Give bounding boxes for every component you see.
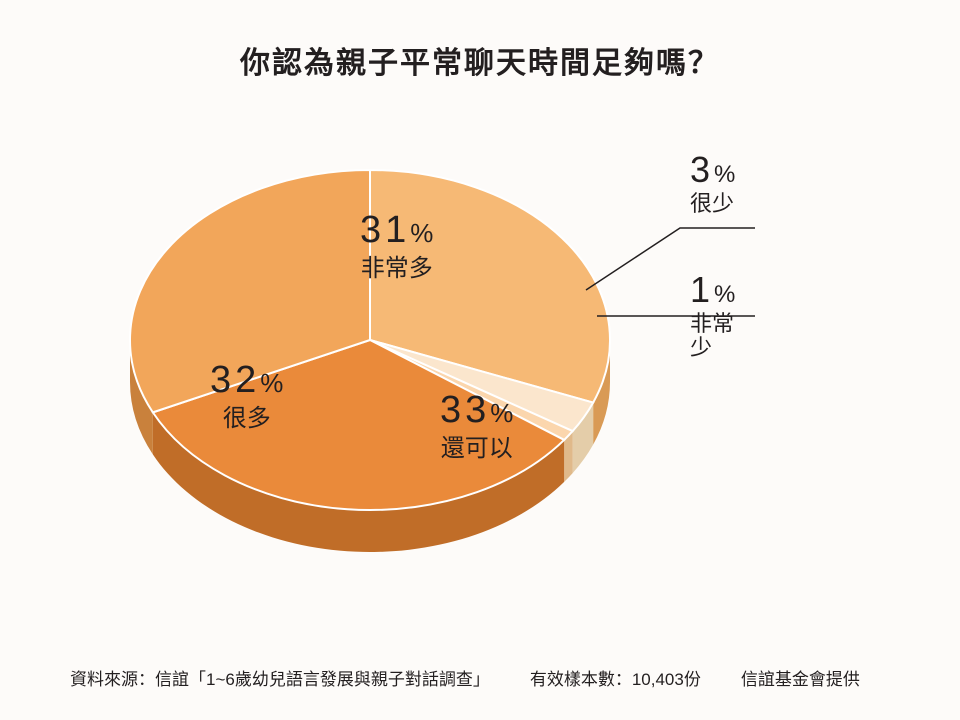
pie-chart: 31%非常多3%很少1%非常少33%還可以32%很多 (120, 150, 620, 590)
callout-almost_none: 1%非常少 (690, 270, 735, 360)
callout-very_few: 3%很少 (690, 150, 735, 216)
footer-credit: 信誼基金會提供 (741, 665, 860, 690)
chart-title: 你認為親子平常聊天時間足夠嗎？ (0, 38, 960, 82)
label-a_lot: 32%很多 (210, 360, 283, 432)
label-very_much: 31%非常多 (360, 210, 433, 282)
footer: 資料來源：信誼「1~6歲幼兒語言發展與親子對話調查」 有效樣本數：10,403份… (70, 665, 920, 690)
label-ok: 33%還可以 (440, 390, 513, 462)
footer-sample: 有效樣本數：10,403份 (530, 665, 701, 690)
footer-source: 資料來源：信誼「1~6歲幼兒語言發展與親子對話調查」 (70, 665, 490, 690)
